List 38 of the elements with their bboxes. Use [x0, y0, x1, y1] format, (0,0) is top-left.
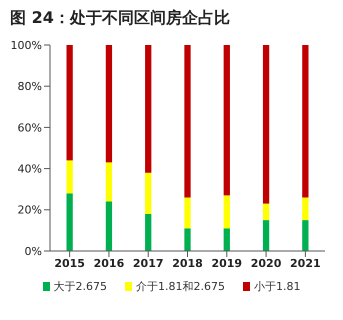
bar	[145, 45, 152, 173]
x-tick-label: 2015	[54, 256, 85, 270]
bar	[106, 202, 112, 251]
bar	[224, 228, 230, 251]
bar	[184, 45, 191, 198]
bar	[184, 228, 191, 251]
bar	[145, 214, 152, 251]
legend-label: 小于1.81	[254, 279, 300, 294]
bar	[262, 45, 270, 204]
bar	[184, 197, 191, 228]
x-tick-label: 2018	[172, 256, 203, 270]
bar	[66, 160, 73, 194]
y-tick-label: 0%	[24, 244, 42, 258]
bar	[262, 220, 270, 251]
y-tick-label: 60%	[18, 121, 42, 134]
bar	[224, 195, 230, 228]
x-tick-label: 2020	[250, 256, 282, 270]
y-tick-label: 100%	[10, 38, 42, 52]
x-tick-label: 2019	[211, 256, 242, 270]
y-tick-label: 40%	[18, 162, 42, 176]
bar	[106, 45, 112, 162]
bar	[66, 193, 73, 251]
bar	[302, 197, 308, 220]
legend-label: 大于2.675	[54, 279, 107, 294]
bar	[262, 204, 270, 220]
chart-title: 图 24：处于不同区间房企占比	[10, 8, 231, 29]
y-tick-label: 80%	[18, 80, 42, 94]
bar	[66, 45, 73, 160]
bar	[302, 220, 308, 251]
y-tick-label: 20%	[18, 204, 42, 217]
legend-label: 介于1.81和2.675	[136, 279, 225, 294]
x-tick-label: 2017	[132, 256, 164, 270]
x-tick-label: 2021	[290, 256, 321, 270]
bar	[224, 45, 230, 196]
bar	[302, 45, 308, 198]
bar	[106, 162, 112, 202]
x-tick-label: 2016	[94, 256, 125, 270]
bar	[145, 172, 152, 214]
